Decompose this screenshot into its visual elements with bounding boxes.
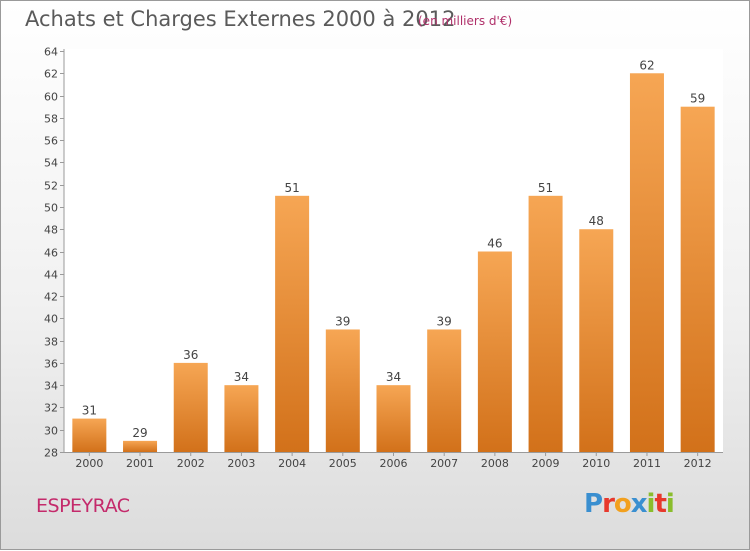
data-label: 48: [589, 214, 604, 228]
y-tick-label: 36: [44, 358, 58, 371]
location-label: ESPEYRAC: [36, 495, 130, 517]
x-tick-label: 2002: [177, 457, 205, 470]
x-tick-label: 2000: [75, 457, 103, 470]
bar: [72, 418, 107, 452]
data-label: 51: [538, 181, 553, 195]
bar: [427, 329, 462, 452]
data-label: 29: [132, 426, 147, 440]
x-tick-label: 2001: [126, 457, 154, 470]
y-tick-label: 34: [44, 380, 58, 393]
bar: [224, 385, 259, 452]
bar: [325, 329, 360, 452]
chart-title: Achats et Charges Externes 2000 à 2012: [25, 7, 456, 31]
x-tick-label: 2011: [633, 457, 661, 470]
data-label: 34: [386, 370, 401, 384]
x-tick-label: 2008: [481, 457, 509, 470]
y-tick-label: 50: [44, 202, 58, 215]
bar: [376, 385, 411, 452]
x-tick-label: 2010: [582, 457, 610, 470]
bar: [275, 195, 310, 453]
bar: [477, 251, 512, 452]
data-label: 62: [639, 58, 654, 72]
data-label: 46: [487, 237, 502, 251]
bar: [579, 229, 614, 452]
y-tick-label: 52: [44, 180, 58, 193]
y-tick-label: 30: [44, 425, 58, 438]
bar: [528, 195, 563, 453]
data-label: 31: [82, 404, 97, 418]
data-label: 39: [437, 314, 452, 328]
proxiti-logo: Proxiti: [584, 489, 675, 519]
data-label: 36: [183, 348, 198, 362]
y-tick-label: 60: [44, 91, 58, 104]
y-tick-label: 46: [44, 247, 58, 260]
x-tick-label: 2007: [430, 457, 458, 470]
y-tick-label: 58: [44, 113, 58, 126]
bar: [680, 106, 715, 452]
y-tick-label: 40: [44, 313, 58, 326]
y-tick-label: 56: [44, 135, 58, 148]
bar: [123, 440, 158, 452]
x-tick-label: 2009: [532, 457, 560, 470]
x-tick-label: 2012: [684, 457, 712, 470]
y-tick-label: 42: [44, 291, 58, 304]
x-tick-label: 2004: [278, 457, 306, 470]
y-tick-label: 48: [44, 224, 58, 237]
y-tick-label: 32: [44, 402, 58, 415]
bar: [629, 73, 664, 453]
y-tick-label: 44: [44, 269, 58, 282]
data-label: 34: [234, 370, 249, 384]
data-label: 59: [690, 92, 705, 106]
bar: [173, 362, 208, 452]
x-tick-label: 2006: [380, 457, 408, 470]
y-tick-label: 54: [44, 157, 58, 170]
data-label: 51: [284, 181, 299, 195]
y-tick-label: 28: [44, 447, 58, 460]
x-tick-label: 2005: [329, 457, 357, 470]
y-tick-label: 38: [44, 336, 58, 349]
chart-subtitle: (en milliers d'€): [418, 14, 513, 28]
x-tick-label: 2003: [227, 457, 255, 470]
data-label: 39: [335, 314, 350, 328]
y-tick-label: 62: [44, 68, 58, 81]
y-tick-label: 64: [44, 46, 58, 59]
